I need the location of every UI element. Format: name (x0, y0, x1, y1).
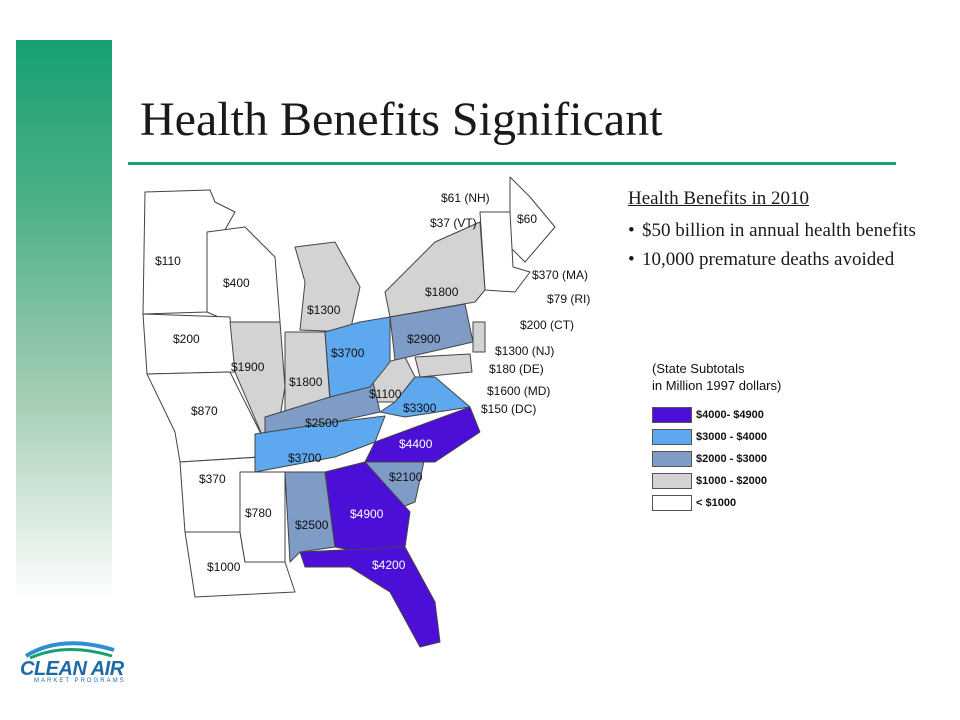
legend-swatch (652, 473, 692, 489)
state-ny (384, 221, 486, 318)
map-label-al: $2500 (295, 518, 329, 532)
map-label-fl: $4200 (372, 558, 406, 572)
map-label-oh: $3700 (331, 346, 365, 360)
map-label-la: $1000 (207, 560, 241, 574)
state-va (379, 376, 471, 418)
legend-row: $2000 - $3000 (652, 448, 852, 470)
clean-air-logo: CLEAN AIR MARKET PROGRAMS (16, 636, 124, 686)
map-label-me: $60 (517, 212, 538, 226)
legend-title-line-1: (State Subtotals (652, 361, 745, 376)
benefits-map: $110 $400 $200 $1900 $870 $370 $1000 $78… (135, 172, 615, 662)
legend-label: $3000 - $4000 (696, 431, 767, 443)
legend-swatch (652, 407, 692, 423)
legend-label: $4000- $4900 (696, 409, 764, 421)
green-sidebar-bar (16, 40, 112, 600)
legend-label: $1000 - $2000 (696, 475, 767, 487)
map-label-ga: $4900 (350, 507, 384, 521)
logo-swoosh-icon (24, 641, 115, 660)
state-mi (294, 241, 361, 333)
info-panel: Health Benefits in 2010 • $50 billion in… (628, 186, 928, 276)
benefit-list: • $50 billion in annual health benefits … (628, 218, 928, 272)
map-label-ma: $370 (MA) (532, 268, 589, 282)
legend-swatch (652, 451, 692, 467)
legend-row: $4000- $4900 (652, 404, 852, 426)
benefit-text: 10,000 premature deaths avoided (642, 249, 895, 270)
map-label-dc: $150 (DC) (481, 402, 537, 416)
map-label-de: $180 (DE) (489, 362, 544, 376)
map-label-wv: $1100 (369, 387, 402, 401)
title-divider (128, 162, 896, 165)
map-label-nh: $61 (NH) (441, 191, 490, 205)
map-legend: (State Subtotals in Million 1997 dollars… (652, 360, 852, 514)
info-heading: Health Benefits in 2010 (628, 188, 809, 209)
map-label-mi: $1300 (307, 303, 341, 317)
state-nj (472, 321, 486, 353)
benefit-text: $50 billion in annual health benefits (642, 220, 916, 241)
bullet-glyph: • (628, 220, 635, 241)
legend-title-line-2: in Million 1997 dollars) (652, 378, 782, 393)
state-md (414, 353, 473, 378)
legend-swatch (652, 429, 692, 445)
map-label-ri: $79 (RI) (547, 292, 591, 306)
map-label-tn: $3700 (288, 451, 322, 465)
legend-row: $1000 - $2000 (652, 470, 852, 492)
map-label-wi: $400 (223, 276, 250, 290)
slide-title: Health Benefits Significant (140, 93, 663, 146)
benefit-item: • $50 billion in annual health benefits (628, 218, 928, 243)
map-label-ms: $780 (245, 506, 272, 520)
map-label-md: $1600 (MD) (487, 384, 551, 398)
map-label-ar: $370 (199, 472, 226, 486)
map-label-ky: $2500 (305, 416, 339, 430)
legend-row: $3000 - $4000 (652, 426, 852, 448)
map-label-nj: $1300 (NJ) (495, 344, 555, 358)
map-label-va: $3300 (403, 401, 437, 415)
logo-subtext: MARKET PROGRAMS (34, 678, 126, 684)
bullet-glyph: • (628, 249, 635, 270)
map-label-il: $1900 (231, 360, 265, 374)
legend-label: < $1000 (696, 497, 737, 509)
state-ms (239, 471, 286, 563)
legend-row: < $1000 (652, 492, 852, 514)
legend-title: (State Subtotals in Million 1997 dollars… (652, 360, 852, 394)
map-label-ct: $200 (CT) (520, 318, 575, 332)
map-label-vt: $37 (VT) (430, 216, 477, 230)
map-label-mn: $110 (155, 254, 181, 268)
map-label-sc: $2100 (389, 470, 423, 484)
eastern-us-map (142, 176, 556, 648)
state-nc (364, 406, 481, 463)
map-label-in: $1800 (289, 375, 323, 389)
benefit-item: • 10,000 premature deaths avoided (628, 247, 928, 272)
legend-swatch (652, 495, 692, 511)
map-label-ny: $1800 (425, 285, 459, 299)
map-label-pa: $2900 (407, 332, 441, 346)
map-label-nc: $4400 (399, 437, 433, 451)
logo-text: CLEAN AIR (20, 658, 124, 680)
state-oh (324, 316, 391, 398)
legend-label: $2000 - $3000 (696, 453, 767, 465)
map-label-ia: $200 (173, 332, 200, 346)
state-al (284, 471, 336, 563)
map-label-mo: $870 (191, 404, 218, 418)
state-fl (299, 546, 441, 648)
state-wi (206, 226, 281, 323)
